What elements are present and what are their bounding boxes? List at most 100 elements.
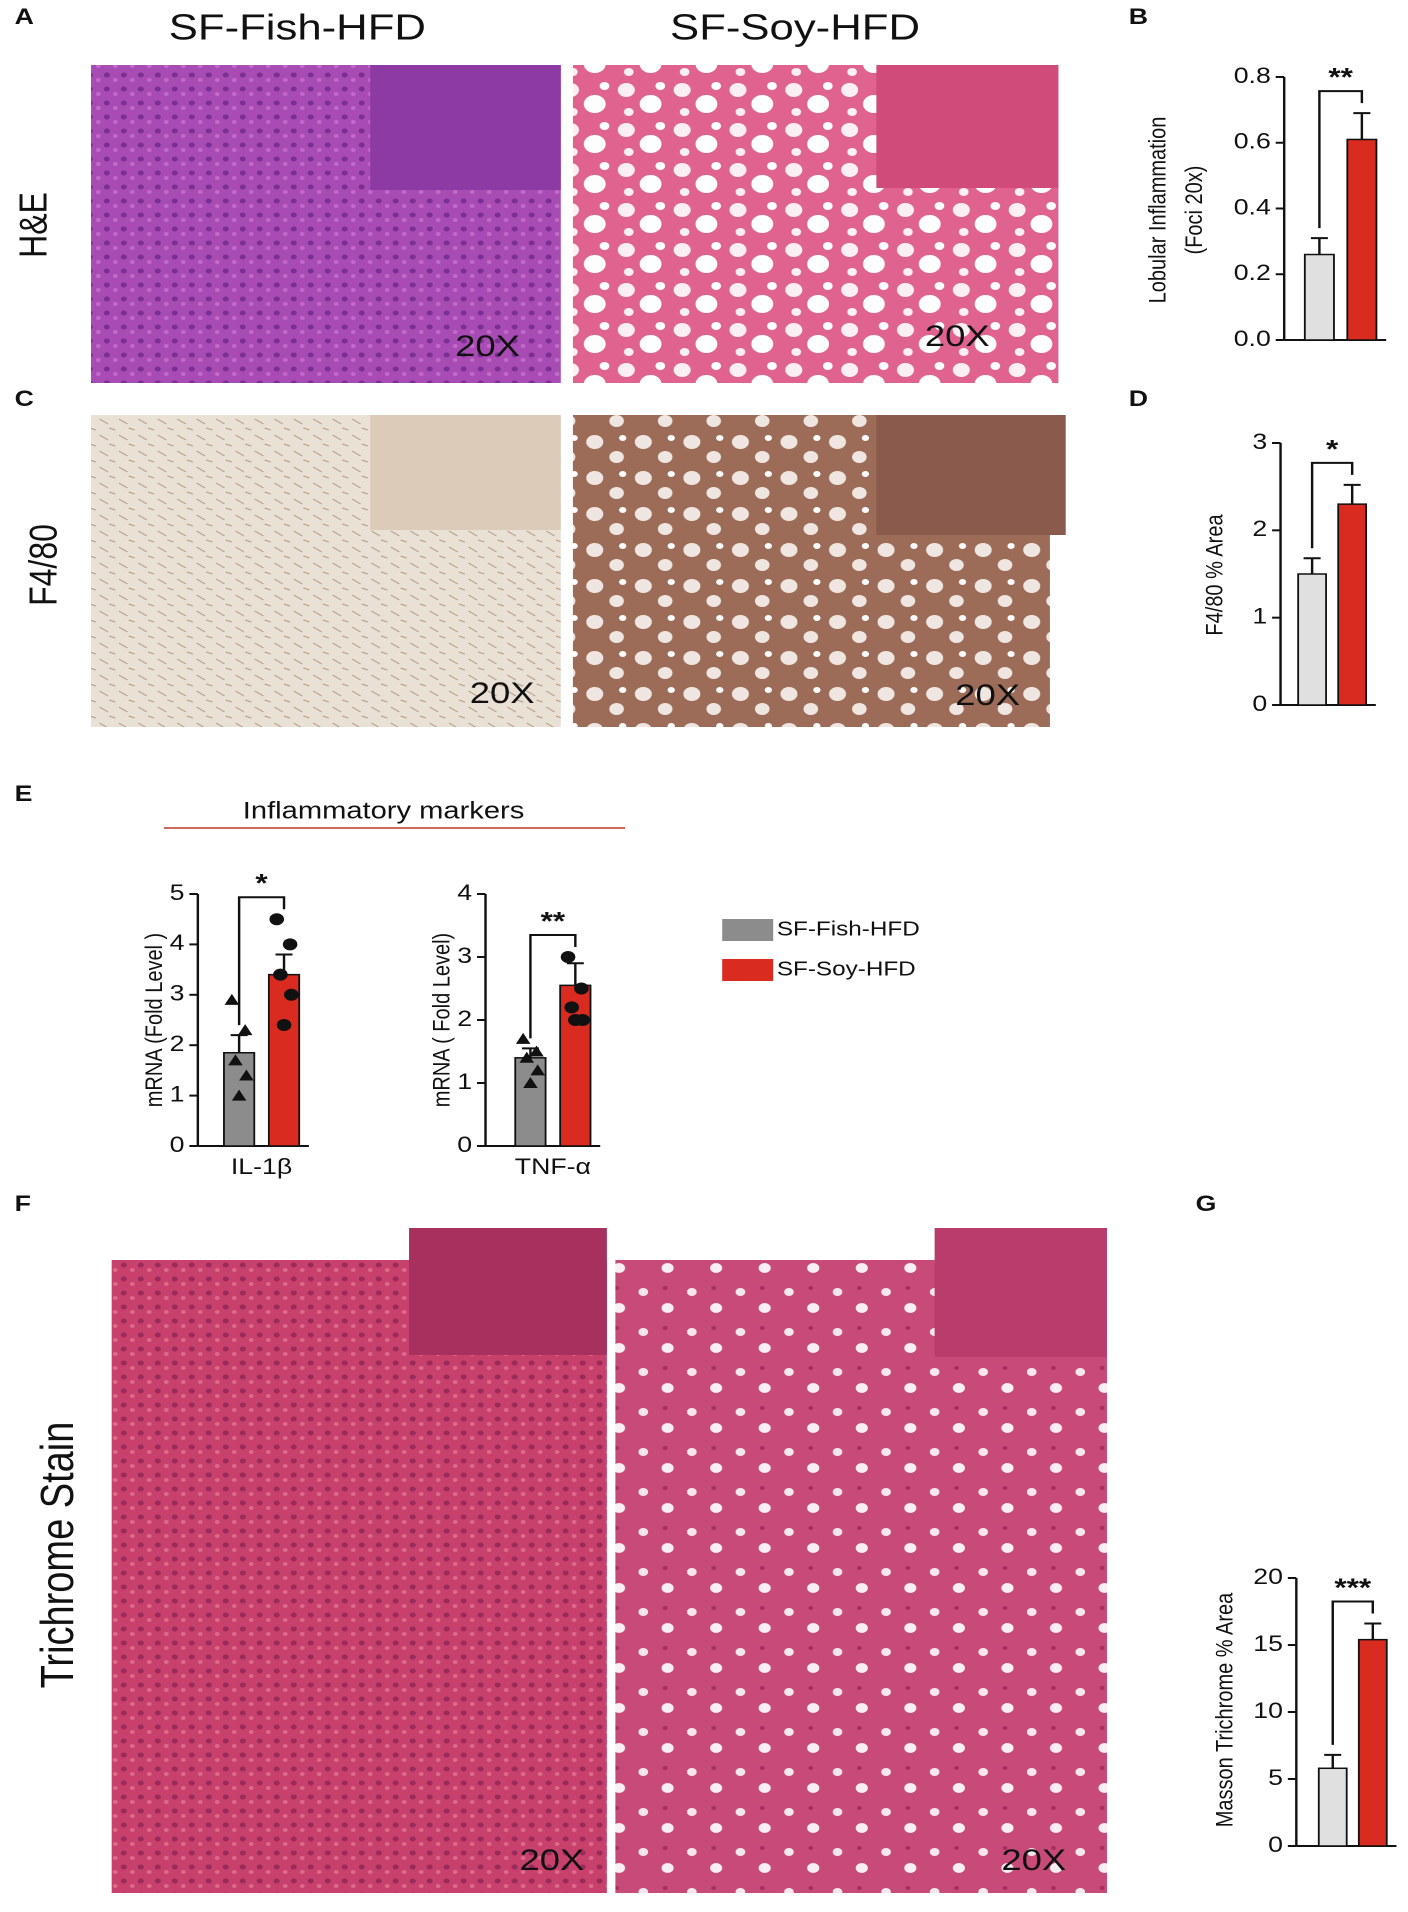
data-point (560, 951, 576, 963)
inset (876, 65, 1059, 188)
y-tick-label: 0.2 (1234, 261, 1271, 285)
y-tick-label: 1 (170, 1083, 185, 1107)
panel-letter: F (15, 1192, 31, 1216)
y-tick-label: 0 (457, 1133, 472, 1157)
y-axis-label: mRNA ( Fold Level) (428, 933, 455, 1107)
image (615, 1260, 1107, 1893)
x-tick-label: IL-1β (231, 1155, 292, 1179)
data-point (273, 968, 288, 981)
bar (267, 973, 301, 1147)
row-label: F4/80 (21, 524, 65, 606)
data-point (224, 993, 240, 1005)
data-point (269, 913, 285, 926)
data-point (237, 1024, 253, 1036)
panel-letter: C (15, 387, 34, 411)
error-bar (1303, 557, 1321, 574)
y-tick-label: 4 (457, 881, 472, 905)
bar (1346, 138, 1378, 341)
y-tick-label: 2 (1252, 517, 1267, 541)
magnification: 20X (955, 679, 1020, 712)
y-tick-label: 0.8 (1234, 64, 1271, 88)
error-bar (1310, 237, 1328, 255)
y-tick-label: 3 (457, 944, 472, 968)
significance-bracket (1310, 461, 1354, 549)
y-axis-label: F4/80 % Area (1201, 514, 1228, 636)
y-tick-label: 0.0 (1234, 327, 1271, 351)
panel-letter: D (1129, 387, 1148, 411)
data-point (239, 1069, 254, 1081)
error-bar (1353, 112, 1371, 140)
magnification: 20X (455, 330, 520, 363)
bar (1317, 1767, 1348, 1847)
significance-label: *** (1334, 1574, 1372, 1603)
bar (1337, 503, 1368, 706)
y-axis-label: (Foci 20x) (1180, 166, 1207, 255)
y-tick-label: 0.6 (1234, 130, 1271, 154)
inset (934, 1228, 1107, 1357)
y-tick-label: 0 (1252, 692, 1267, 716)
significance-label: ** (541, 907, 566, 936)
error-bar (230, 1034, 248, 1053)
magnification: 20X (520, 1844, 585, 1877)
y-axis-label: Masson Trichrome % Area (1211, 1592, 1238, 1827)
significance-bracket (1318, 90, 1364, 229)
y-tick-label: 3 (170, 982, 185, 1006)
y-tick-label: 1 (457, 1070, 472, 1094)
significance-bracket (1331, 1600, 1375, 1745)
inset (370, 65, 561, 190)
significance-label: * (1326, 435, 1339, 464)
y-tick-label: 0 (1268, 1833, 1283, 1857)
data-point (276, 1019, 292, 1032)
row-label: Trichrome Stain (31, 1422, 82, 1689)
y-tick-label: 10 (1253, 1699, 1283, 1723)
data-point (284, 988, 299, 1001)
data-point (568, 1014, 583, 1026)
legend-label: SF-Fish-HFD (777, 917, 920, 939)
y-axis-label: mRNA (Fold Level ) (140, 933, 167, 1107)
image (111, 1260, 607, 1893)
data-point (228, 1054, 243, 1066)
significance-label: * (255, 870, 268, 899)
data-point (574, 982, 589, 995)
y-tick-label: 5 (170, 881, 185, 905)
y-tick-label: 4 (170, 931, 185, 955)
panel-letter: B (1129, 5, 1148, 29)
y-tick-label: 5 (1268, 1766, 1283, 1790)
group-title: Inflammatory markers (243, 797, 524, 824)
legend-label: SF-Soy-HFD (777, 957, 916, 979)
bar (1297, 573, 1327, 706)
y-tick-label: 0.4 (1234, 195, 1271, 219)
data-point (282, 938, 298, 951)
data-point (231, 1089, 247, 1101)
magnification: 20X (470, 677, 535, 710)
data-point (519, 1051, 535, 1063)
data-point (523, 1077, 538, 1088)
y-tick-label: 2 (457, 1007, 472, 1031)
y-axis-label: Lobular Inflammation (1144, 117, 1171, 304)
magnification: 20X (1001, 1844, 1066, 1877)
error-bar (1324, 1753, 1342, 1769)
data-point (564, 1001, 579, 1014)
bar (1303, 253, 1335, 341)
error-bar (1364, 1622, 1382, 1640)
significance-label: ** (1328, 64, 1353, 93)
legend-swatch (722, 959, 774, 981)
x-tick-label: TNF-α (515, 1155, 591, 1179)
legend-swatch (722, 919, 774, 941)
data-point (530, 1064, 545, 1076)
data-point (529, 1045, 544, 1057)
magnification: 20X (925, 320, 990, 353)
inset (409, 1228, 607, 1355)
column-header: SF-Soy-HFD (670, 8, 920, 48)
column-header: SF-Fish-HFD (169, 8, 426, 48)
significance-bracket (529, 934, 577, 1039)
inset (876, 415, 1066, 535)
inset (370, 415, 561, 530)
y-tick-label: 2 (170, 1032, 185, 1056)
y-tick-label: 1 (1252, 605, 1267, 629)
y-tick-label: 0 (170, 1133, 185, 1157)
error-bar (566, 962, 584, 986)
y-tick-label: 3 (1252, 430, 1267, 454)
y-tick-label: 15 (1253, 1632, 1283, 1656)
